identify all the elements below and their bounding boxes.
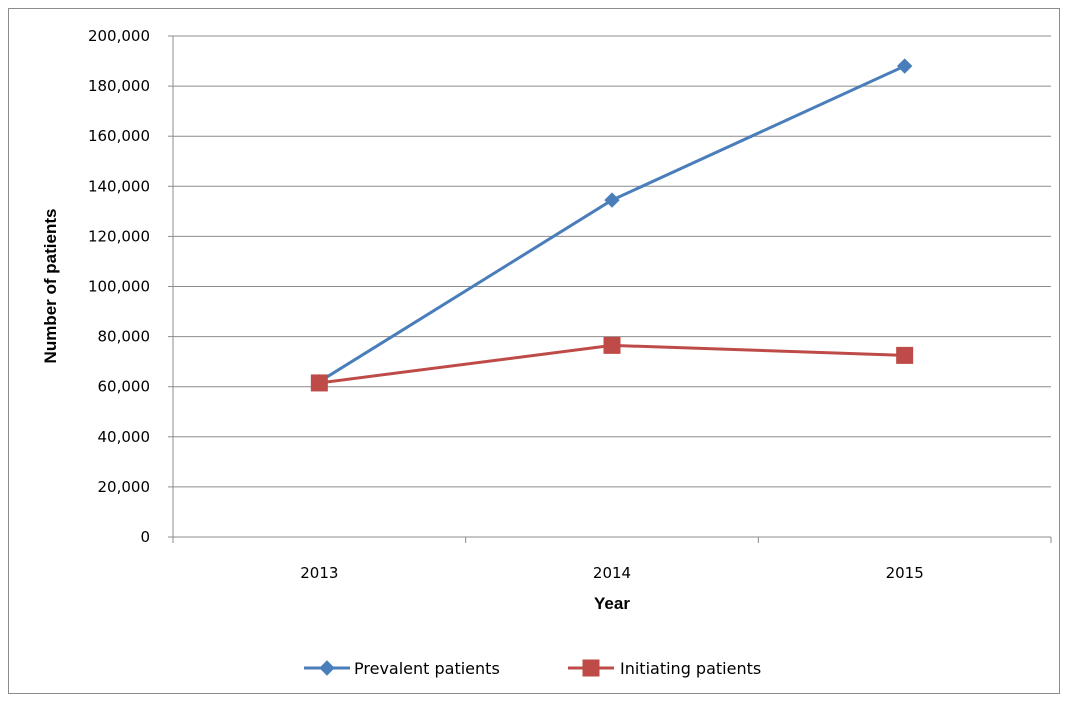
x-axis-title: Year	[594, 594, 630, 613]
y-tick-label: 20,000	[98, 478, 151, 496]
chart-frame	[8, 8, 1060, 694]
diamond-marker	[319, 660, 335, 676]
y-tick-label: 40,000	[98, 428, 151, 446]
legend-label: Prevalent patients	[354, 659, 500, 678]
y-tick-labels: 0 20,000 40,000 60,000 80,000 100,000 120,000 1…	[88, 27, 150, 546]
y-tick-label: 80,000	[98, 328, 151, 346]
legend: Prevalent patients Initiating patients	[304, 659, 761, 678]
series-line	[318, 64, 906, 383]
square-marker	[603, 336, 621, 354]
square-marker	[582, 659, 600, 677]
legend-label: Initiating patients	[620, 659, 761, 678]
legend-item-0: Prevalent patients	[304, 659, 500, 678]
y-axis-title: Number of patients	[41, 209, 60, 364]
x-tick-label: 2015	[886, 564, 924, 582]
y-tick-label: 200,000	[88, 27, 150, 45]
y-tick-label: 180,000	[88, 77, 150, 95]
legend-item-1: Initiating patients	[568, 659, 761, 678]
square-marker	[896, 346, 914, 364]
y-tick-label: 140,000	[88, 177, 150, 195]
y-tick-label: 100,000	[88, 278, 150, 296]
y-tick-label: 60,000	[98, 378, 151, 396]
y-tick-label: 120,000	[88, 227, 150, 245]
y-tick-label: 160,000	[88, 127, 150, 145]
x-tick-label: 2013	[300, 564, 338, 582]
x-tick-label: 2014	[593, 564, 631, 582]
diamond-marker	[604, 192, 620, 208]
x-tick-labels: 2013 2014 2015	[300, 564, 924, 582]
square-marker	[310, 374, 328, 392]
axes	[168, 35, 1052, 543]
y-tick-label: 0	[140, 528, 150, 546]
gridlines	[173, 35, 1051, 488]
diamond-marker	[896, 58, 913, 74]
series	[310, 58, 914, 392]
series-1	[310, 336, 914, 392]
